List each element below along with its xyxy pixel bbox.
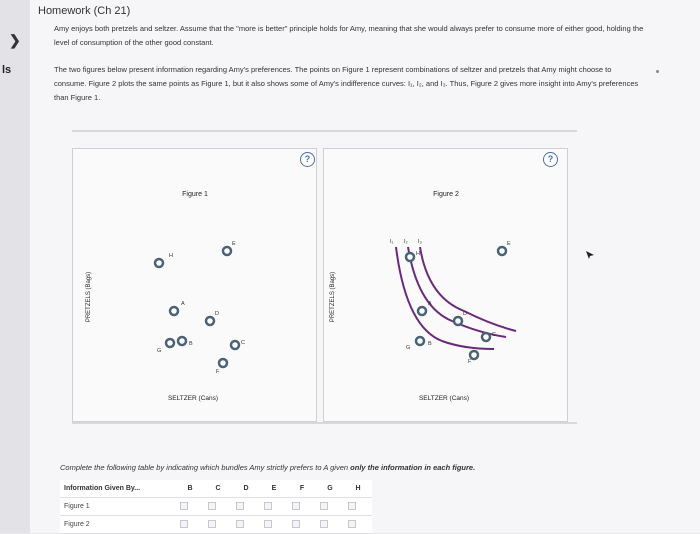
homework-page: Homework (Ch 21) Amy enjoys both pretzel… [30,0,700,534]
point-b-label: B [428,341,432,347]
chevron-right-icon[interactable]: ❯ [9,32,21,48]
point-f-label: F [468,359,472,365]
table-instruction: Complete the following table by indicati… [60,463,476,472]
point-c-label: C [241,340,245,346]
checkbox-fig1-e[interactable] [260,497,288,516]
divider-bottom [72,422,577,424]
point-d [452,315,464,327]
point-c-label: C [492,332,496,338]
col-h: H [344,480,372,498]
point-f-label: F [216,369,220,375]
divider-top [72,130,577,132]
col-d: D [232,480,260,498]
table-header-info: Information Given By... [60,480,176,498]
point-h [404,251,416,263]
point-d [204,315,216,327]
checkbox-fig1-b[interactable] [176,497,204,516]
figure-1-ylabel: PRETZELS (Bags) [86,272,92,322]
point-g [164,337,176,349]
checkbox-fig2-h[interactable] [344,515,372,534]
curve-i2-label: I₂ [404,239,408,245]
checkbox-fig1-g[interactable] [316,497,344,516]
col-b: B [176,480,204,498]
checkbox-fig2-e[interactable] [260,515,288,534]
point-f [468,349,480,361]
table-row: Figure 2 [60,515,372,534]
point-a [416,305,428,317]
point-a-label: A [181,301,185,307]
checkbox-fig2-c[interactable] [204,515,232,534]
checkbox-fig1-c[interactable] [204,497,232,516]
checkbox-fig1-h[interactable] [344,497,372,516]
checkbox-fig1-d[interactable] [232,497,260,516]
page-title: Homework (Ch 21) [38,5,131,17]
point-g-label: G [157,348,161,354]
intro-paragraph-2: The two figures below present informatio… [54,65,639,102]
point-a-label: A [428,301,432,307]
point-g-label: G [406,345,410,351]
point-h-label: H [416,251,420,257]
figure-2-title: Figure 2 [433,191,459,198]
point-e [221,245,233,257]
point-d-label: D [463,311,467,317]
figure-1-panel: Figure 1 PRETZELS (Bags) SELTZER (Cans) … [72,148,317,422]
curve-i1-label: I₁ [390,239,394,245]
point-f [217,357,229,369]
bullet-dot [656,70,659,73]
checkbox-fig2-d[interactable] [232,515,260,534]
checkbox-fig2-g[interactable] [316,515,344,534]
table-row: Figure 1 [60,497,372,516]
figure-2-xlabel: SELTZER (Cans) [419,395,469,402]
indifference-curve-i3 [419,246,517,332]
indifference-curve-i1 [395,246,495,350]
point-c [480,331,492,343]
point-d-label: D [215,311,219,317]
figure-1-xlabel: SELTZER (Cans) [168,395,218,402]
point-a [168,305,180,317]
point-b-label: B [189,341,193,347]
point-e [496,245,508,257]
help-icon-figure-1[interactable]: ? [300,152,315,167]
point-e-label: E [507,241,511,247]
point-h-label: H [169,253,173,259]
col-g: G [316,480,344,498]
preference-table: Information Given By... B C D E F G H Fi… [60,480,372,534]
col-e: E [260,480,288,498]
row-label: Figure 2 [60,515,176,534]
checkbox-fig2-f[interactable] [288,515,316,534]
left-rail: ❯ ls [0,0,30,533]
col-c: C [204,480,232,498]
row-label: Figure 1 [60,497,176,516]
mouse-cursor-icon [586,251,594,259]
figure-2-graph: Figure 2 PRETZELS (Bags) SELTZER (Cans) … [330,191,517,402]
figure-2-panel: Figure 2 PRETZELS (Bags) SELTZER (Cans) … [323,148,568,422]
checkbox-fig1-f[interactable] [288,497,316,516]
point-h [153,257,165,269]
figure-1-graph: Figure 1 PRETZELS (Bags) SELTZER (Cans) … [86,191,245,402]
help-icon-figure-2[interactable]: ? [543,152,558,167]
point-b [176,335,188,347]
figure-2-ylabel: PRETZELS (Bags) [330,272,336,322]
checkbox-fig2-b[interactable] [176,515,204,534]
point-e-label: E [232,241,236,247]
point-c [229,339,241,351]
col-f: F [288,480,316,498]
rail-label: ls [2,64,12,76]
figure-1-title: Figure 1 [182,191,208,198]
intro-paragraph-1: Amy enjoys both pretzels and seltzer. As… [54,24,644,47]
point-g [414,335,426,347]
curve-i3-label: I₃ [418,239,422,245]
